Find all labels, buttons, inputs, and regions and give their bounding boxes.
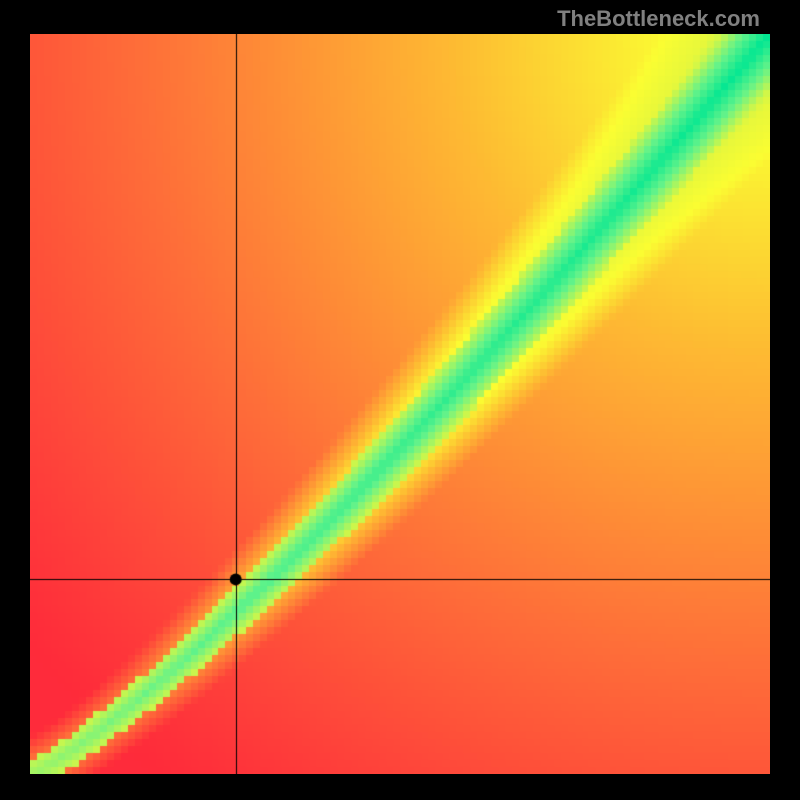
bottleneck-heatmap <box>30 34 770 774</box>
watermark-text: TheBottleneck.com <box>557 6 760 32</box>
chart-container: { "watermark": { "text": "TheBottleneck.… <box>0 0 800 800</box>
